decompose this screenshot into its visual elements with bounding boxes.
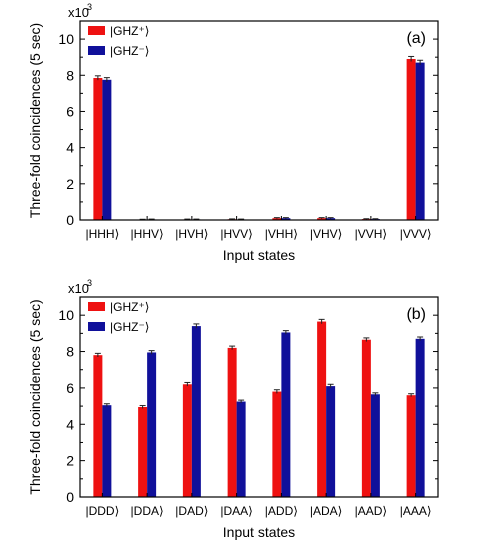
bar-ghz-plus-4 [272, 392, 281, 497]
x-tick-label: |AAD⟩ [355, 504, 387, 518]
legend-swatch-ghz-minus [88, 46, 105, 55]
bar-ghz-minus-4 [281, 332, 290, 497]
x-tick-label: |DDA⟩ [131, 504, 164, 518]
panel-label: (a) [406, 30, 426, 47]
y-multiplier-label: x10 [68, 5, 89, 20]
bar-ghz-minus-7 [416, 63, 425, 220]
bar-ghz-plus-7 [407, 395, 416, 497]
legend-label-ghz-minus: |GHZ⁻⟩ [110, 320, 149, 334]
legend-label-ghz-plus: |GHZ⁺⟩ [110, 24, 149, 38]
legend-swatch-ghz-minus [88, 322, 105, 331]
bar-ghz-plus-5 [317, 322, 326, 497]
bar-ghz-minus-1 [147, 352, 156, 497]
y-multiplier-label: x10 [68, 281, 89, 296]
x-tick-label: |HHV⟩ [131, 227, 164, 241]
x-tick-label: |DAA⟩ [220, 504, 252, 518]
bar-ghz-plus-6 [362, 340, 371, 497]
y-axis-label: Three-fold coincidences (5 sec) [27, 299, 43, 494]
bar-ghz-plus-2 [183, 384, 192, 497]
y-multiplier-exponent: 3 [87, 2, 92, 12]
y-tick-label: 2 [66, 176, 74, 192]
legend-label-ghz-minus: |GHZ⁻⟩ [110, 44, 149, 58]
y-tick-label: 8 [66, 344, 74, 360]
y-tick-label: 10 [58, 31, 74, 47]
y-multiplier-exponent: 3 [87, 278, 92, 288]
x-axis-label: Input states [223, 247, 295, 263]
legend-label-ghz-plus: |GHZ⁺⟩ [110, 300, 149, 314]
bar-ghz-minus-0 [102, 405, 111, 497]
chart-panel-a: 0 2 4 6 8 10 |HHH⟩ |HHV⟩ |HVH⟩ |HVV⟩ |VHH⟩ |VHV⟩ |VV… [27, 2, 438, 263]
legend-swatch-ghz-plus [88, 26, 105, 35]
x-tick-label: |AAA⟩ [400, 504, 432, 518]
y-tick-label: 0 [66, 489, 74, 505]
y-axis-label: Three-fold coincidences (5 sec) [27, 23, 43, 218]
bar-ghz-plus-1 [138, 407, 147, 497]
y-tick-label: 0 [66, 212, 74, 228]
x-tick-label: |HHH⟩ [85, 227, 119, 241]
x-tick-label: |VVH⟩ [355, 227, 387, 241]
x-tick-label: |VVV⟩ [400, 227, 432, 241]
bar-ghz-plus-3 [228, 348, 237, 497]
x-tick-label: |HVH⟩ [175, 227, 208, 241]
y-tick-label: 6 [66, 103, 74, 119]
y-tick-label: 4 [66, 416, 74, 432]
x-tick-label: |ADA⟩ [310, 504, 342, 518]
x-tick-label: |VHH⟩ [265, 227, 298, 241]
x-tick-label: |DDD⟩ [85, 504, 119, 518]
bar-ghz-plus-7 [407, 59, 416, 220]
bar-ghz-minus-5 [326, 386, 335, 497]
bar-ghz-minus-7 [416, 339, 425, 497]
x-tick-label: |DAD⟩ [175, 504, 208, 518]
bar-ghz-minus-0 [102, 80, 111, 220]
y-tick-label: 2 [66, 453, 74, 469]
bar-ghz-plus-0 [93, 355, 102, 497]
bar-ghz-minus-2 [192, 326, 201, 497]
y-tick-label: 8 [66, 67, 74, 83]
x-tick-label: |VHV⟩ [310, 227, 342, 241]
bar-ghz-minus-6 [371, 394, 380, 497]
y-tick-label: 10 [58, 307, 74, 323]
bar-ghz-plus-0 [93, 78, 102, 220]
x-tick-label: |ADD⟩ [265, 504, 298, 518]
legend-swatch-ghz-plus [88, 302, 105, 311]
y-tick-label: 4 [66, 140, 74, 156]
y-tick-label: 6 [66, 380, 74, 396]
panel-label: (b) [406, 306, 426, 323]
bar-ghz-minus-3 [237, 402, 246, 497]
x-tick-label: |HVV⟩ [220, 227, 252, 241]
chart-panel-b: 0 2 4 6 8 10 |DDD⟩ |DDA⟩ |DAD⟩ |DAA⟩ |ADD⟩ |ADA⟩ |AA… [27, 278, 438, 540]
x-axis-label: Input states [223, 524, 295, 540]
